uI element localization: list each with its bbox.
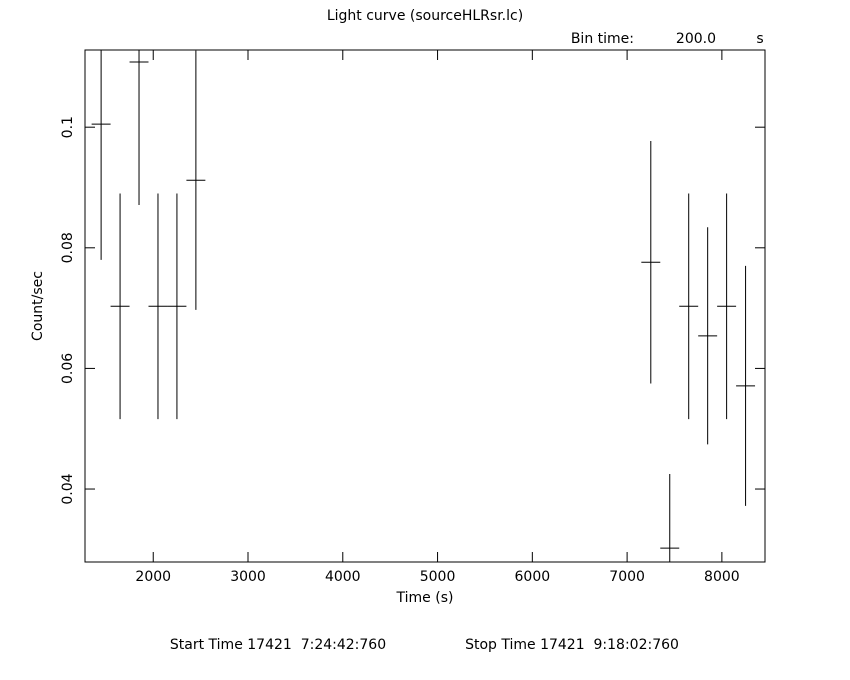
y-tick-label: 0.1 (60, 116, 76, 138)
stop-time: Stop Time 17421 9:18:02:760 (465, 637, 679, 653)
y-axis-label: Count/sec (30, 271, 46, 341)
chart-title: Light curve (sourceHLRsr.lc) (327, 8, 523, 24)
error-point (660, 473, 680, 562)
plot-frame (84, 49, 766, 563)
y-tick-label: 0.04 (60, 473, 76, 504)
error-point (698, 227, 718, 445)
x-tick-label: 8000 (704, 569, 740, 585)
x-tick-label: 2000 (135, 569, 171, 585)
bin-time-label: Bin time: (571, 31, 634, 47)
x-tick-label: 7000 (609, 569, 645, 585)
error-point (167, 193, 187, 420)
bin-time-unit: s (756, 31, 763, 47)
x-axis-label: Time (s) (396, 590, 454, 606)
start-time: Start Time 17421 7:24:42:760 (170, 637, 386, 653)
error-point (679, 193, 699, 420)
error-point (129, 50, 149, 205)
y-tick-label: 0.06 (60, 353, 76, 384)
x-tick-label: 5000 (420, 569, 456, 585)
error-point (186, 50, 206, 310)
bin-time: 200.0 (676, 31, 716, 47)
data-layer (91, 50, 756, 562)
x-tick-label: 3000 (230, 569, 266, 585)
error-point (110, 193, 130, 420)
error-point (736, 265, 756, 506)
error-point (717, 193, 737, 420)
x-tick-label: 6000 (515, 569, 551, 585)
error-point (148, 193, 168, 420)
x-tick-label: 4000 (325, 569, 361, 585)
y-tick-label: 0.08 (60, 232, 76, 263)
error-point (91, 50, 111, 260)
error-point (641, 141, 661, 384)
